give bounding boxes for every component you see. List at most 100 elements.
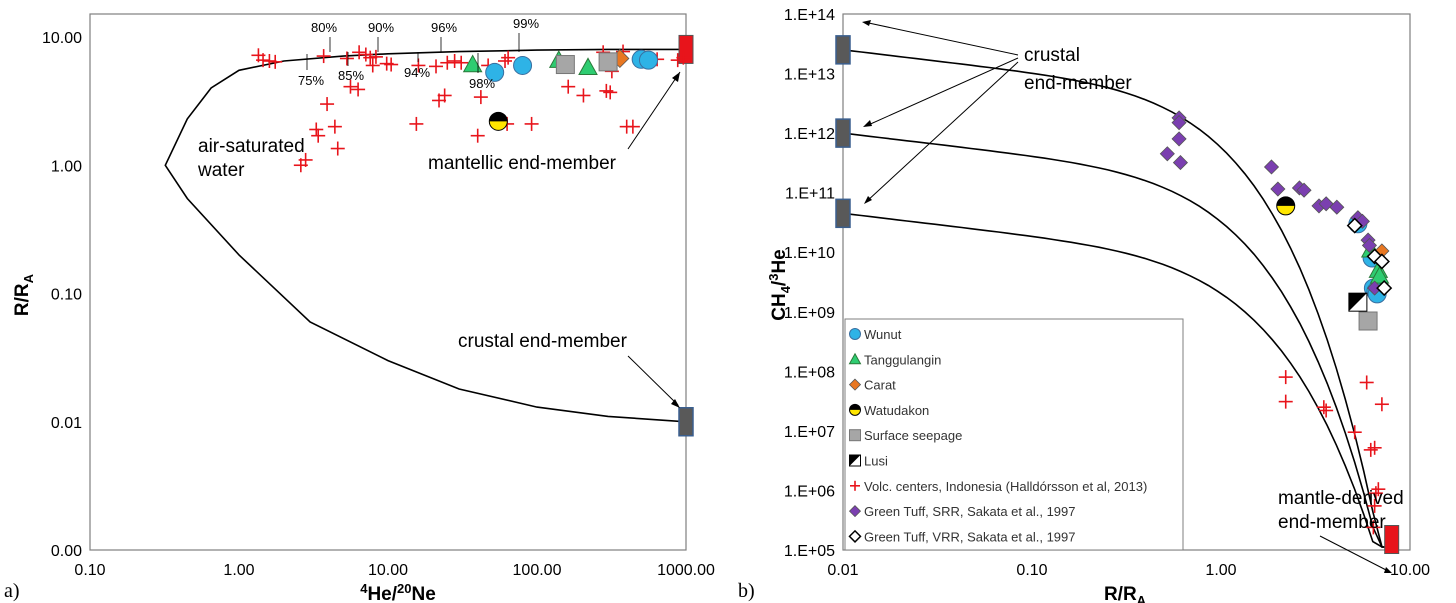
legend-label: Volc. centers, Indonesia (Halldórsson et…: [864, 479, 1147, 494]
crustal-end-member-a: [678, 407, 694, 437]
plot-b-ylabel: CH4/3He: [766, 249, 793, 321]
data-point: [365, 58, 380, 73]
data-point: [298, 152, 313, 167]
data-point: [368, 49, 383, 64]
data-point: [384, 57, 399, 72]
legend-label: Green Tuff, SRR, Sakata et al., 1997: [864, 504, 1076, 519]
panel-label-b: b): [738, 580, 755, 602]
data-point: [262, 53, 277, 68]
data-point: [454, 55, 469, 70]
plot-b-mixing-curve: [842, 132, 1393, 548]
data-point: [1270, 181, 1286, 197]
data-point: [411, 58, 426, 73]
data-point: [351, 82, 366, 97]
percent-label: 99%: [513, 16, 539, 31]
data-point: [1359, 375, 1374, 390]
data-point: [1376, 280, 1393, 297]
plot-a-mixing-curves: [164, 34, 694, 437]
data-point: [524, 116, 539, 131]
mantle-end-member-b: [1384, 525, 1400, 555]
mantle-end-member-a: [678, 34, 694, 64]
data-point: [1319, 403, 1334, 418]
plot-b-data-points: [1159, 110, 1393, 535]
legend-marker: [849, 429, 861, 442]
plot-b-mixing-curve: [842, 212, 1393, 548]
data-point: [352, 45, 367, 60]
plot-b-ytick: 1.E+05: [784, 543, 835, 560]
data-point: [1278, 394, 1293, 409]
data-point: [555, 55, 575, 75]
data-point: [603, 85, 618, 100]
data-point: [1347, 425, 1362, 440]
legend-marker: [849, 403, 861, 416]
plot-b-mixing-curves: [835, 35, 1400, 555]
crustal-end-member-b: [835, 118, 851, 148]
annotation-crustal-a: crustal end-member: [458, 331, 628, 352]
plot-b-legend-box: [844, 318, 1184, 551]
data-point: [561, 79, 576, 94]
annotation-mantle-b-line1: mantle-derived: [1278, 488, 1404, 509]
percent-label: 80%: [311, 20, 337, 35]
percent-label: 90%: [368, 20, 394, 35]
plot-a-xtick: 1000.00: [657, 562, 715, 579]
plot-b-ytick: 1.E+12: [784, 126, 835, 143]
plot-a-ytick: 0.01: [51, 415, 82, 432]
data-point: [1363, 442, 1378, 457]
data-point: [1263, 159, 1280, 175]
percent-label: 98%: [469, 76, 495, 91]
arrow-mantle-b: [1319, 535, 1391, 573]
data-point: [1346, 217, 1363, 234]
crustal-end-member-b: [835, 35, 851, 65]
data-point: [343, 79, 358, 94]
data-point: [268, 54, 283, 69]
plot-b-mixing-curve: [842, 49, 1393, 548]
legend-label: Tanggulangin: [864, 352, 941, 367]
legend-marker: [848, 505, 862, 518]
data-point: [440, 55, 455, 70]
percent-label: 96%: [431, 20, 457, 35]
data-point: [1296, 182, 1312, 198]
plot-b-ytick: 1.E+09: [784, 305, 835, 322]
data-point: [462, 54, 483, 73]
plot-b-xtick: 0.10: [1016, 562, 1047, 579]
arrow-mantle-b-head: [1384, 567, 1392, 573]
plot-b-xlabel: R/RA: [1104, 584, 1147, 603]
arrow-crustal-b1-head: [862, 20, 871, 26]
data-point: [327, 119, 342, 134]
data-point: [625, 119, 640, 134]
data-point: [576, 88, 591, 103]
data-point: [1369, 265, 1390, 284]
plot-b-legend: Wunut Tanggulangin Carat Watudakon Surface s…: [848, 327, 1147, 544]
plot-b-xtick: 1.00: [1205, 562, 1236, 579]
arrow-crustal-b2: [865, 57, 1019, 127]
percent-label: 85%: [338, 68, 364, 83]
annotation-crustal-b-line2: end-member: [1024, 73, 1132, 94]
arrow-crustal-a-head: [671, 399, 680, 408]
legend-marker: [850, 480, 860, 491]
plot-a-ytick: 1.00: [51, 158, 82, 175]
plot-a-ylabel: R/RA: [12, 273, 36, 316]
data-point: [437, 88, 452, 103]
plot-a-percent-labels: 75% 80% 85% 90% 94% 96% 98% 99%: [298, 16, 539, 91]
data-point: [1371, 482, 1386, 497]
plot-b-ticks: 0.01 0.10 1.00 10.00 1.E+05 1.E+06 1.E+07 1.E+0…: [784, 7, 1430, 579]
data-point: [498, 53, 513, 68]
data-point: [599, 83, 614, 98]
data-point: [676, 50, 691, 65]
plot-a-frame: [89, 13, 687, 551]
legend-label: Carat: [864, 378, 896, 393]
legend-marker: [848, 378, 862, 391]
data-point: [1276, 196, 1296, 216]
data-point: [330, 141, 345, 156]
plot-a-ticks: 0.10 1.00 10.00 100.00 1000.00 0.00 0.01 0.10 1.…: [42, 30, 715, 579]
data-point: [363, 50, 378, 65]
plot-b-xtick: 10.00: [1390, 562, 1430, 579]
data-point: [311, 128, 326, 143]
data-point: [598, 52, 618, 72]
plot-b-ytick: 1.E+11: [785, 186, 835, 203]
plot-a-xtick: 100.00: [513, 562, 562, 579]
data-point: [1172, 155, 1188, 171]
arrow-mantellic-head: [672, 72, 680, 82]
legend-label: Surface seepage: [864, 428, 962, 443]
